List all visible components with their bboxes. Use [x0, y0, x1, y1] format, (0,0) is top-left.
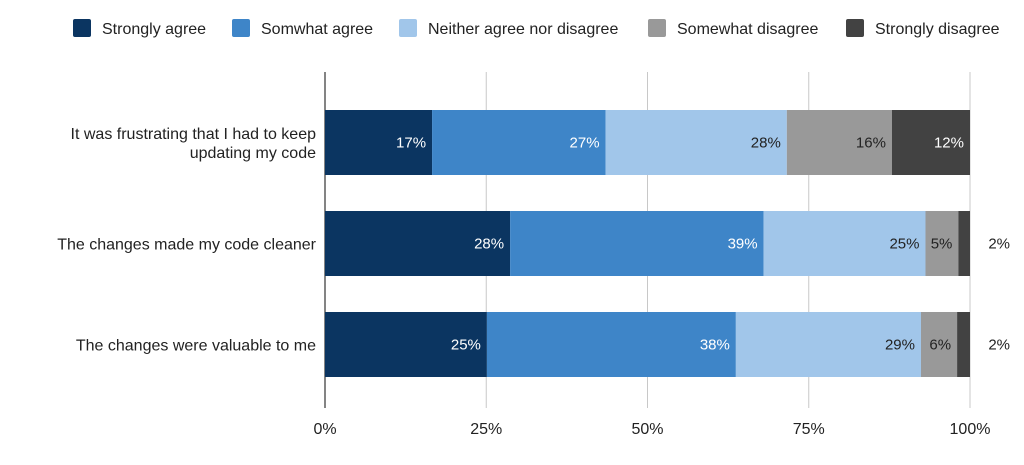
bar-segment — [325, 110, 433, 175]
bar-segment — [891, 110, 970, 175]
legend-swatch — [73, 19, 91, 37]
bar-segment — [925, 211, 959, 276]
category-label: It was frustrating that I had to keep upd… — [71, 126, 317, 162]
legend-swatch — [846, 19, 864, 37]
legend-label: Somewhat disagree — [677, 21, 819, 38]
bar-segment — [325, 312, 487, 377]
bar-segment — [958, 211, 970, 276]
data-label: 16% — [856, 135, 886, 152]
bar-segment — [920, 312, 958, 377]
data-label: 12% — [934, 135, 964, 152]
bar-segment — [763, 211, 926, 276]
category-label-line: It was frustrating that I had to keep — [71, 126, 317, 143]
bar-segment — [786, 110, 892, 175]
data-label: 29% — [885, 337, 915, 354]
x-tick-label: 25% — [470, 421, 502, 438]
legend: Strongly agree Somwhat agree Neither agree… — [73, 19, 1000, 38]
data-labels: 17% 27% 28% 16% 12% 28% 39% 25% 5% 2% 25% 38% 29% 6% 2… — [396, 135, 1010, 354]
bar-segment — [605, 110, 787, 175]
x-tick-label: 50% — [631, 421, 663, 438]
bar-segment — [957, 312, 970, 377]
bar-segment — [432, 110, 606, 175]
bar-segment — [510, 211, 764, 276]
legend-label: Somwhat agree — [261, 21, 373, 38]
data-label: 25% — [451, 337, 481, 354]
category-label: The changes made my code cleaner — [57, 237, 316, 254]
x-tick-label: 0% — [313, 421, 336, 438]
legend-label: Neither agree nor disagree — [428, 21, 618, 38]
data-label: 5% — [931, 236, 953, 253]
legend-swatch — [232, 19, 250, 37]
data-label: 39% — [728, 236, 758, 253]
x-tick-label: 100% — [950, 421, 991, 438]
bar-segment — [735, 312, 921, 377]
data-label: 17% — [396, 135, 426, 152]
category-labels: It was frustrating that I had to keep upd… — [57, 126, 316, 355]
category-label-line: The changes were valuable to me — [76, 338, 316, 355]
bar-segment — [486, 312, 736, 377]
category-label-line: The changes made my code cleaner — [57, 237, 316, 254]
data-label: 25% — [889, 236, 919, 253]
data-label: 6% — [929, 337, 951, 354]
x-tick-label: 75% — [793, 421, 825, 438]
data-label: 27% — [570, 135, 600, 152]
legend-swatch — [648, 19, 666, 37]
bars — [325, 110, 970, 377]
bar-segment — [325, 211, 511, 276]
legend-label: Strongly agree — [102, 21, 206, 38]
data-label: 28% — [751, 135, 781, 152]
category-label-line: updating my code — [190, 145, 316, 162]
x-axis-ticks: 0% 25% 50% 75% 100% — [313, 421, 990, 438]
legend-label: Strongly disagree — [875, 21, 1000, 38]
legend-swatch — [399, 19, 417, 37]
data-label: 28% — [474, 236, 504, 253]
data-label: 2% — [988, 236, 1010, 253]
category-label: The changes were valuable to me — [76, 338, 316, 355]
data-label: 38% — [700, 337, 730, 354]
data-label: 2% — [988, 337, 1010, 354]
